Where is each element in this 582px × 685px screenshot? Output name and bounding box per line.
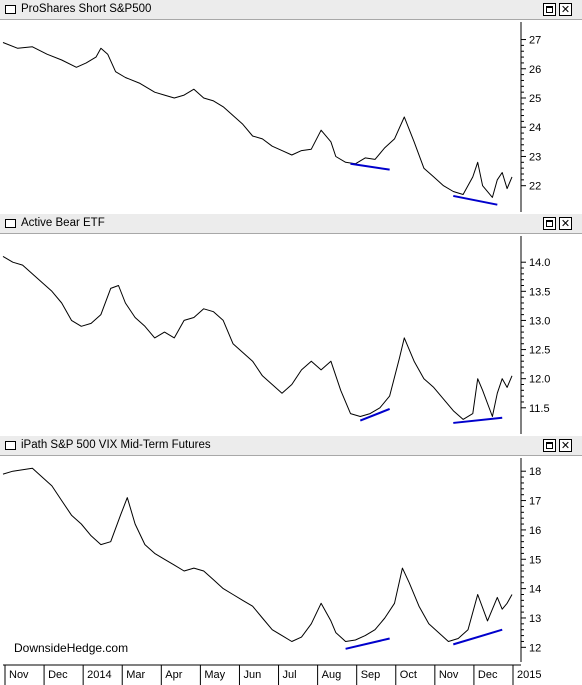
- trendline: [453, 416, 503, 424]
- y-tick-label: 16: [529, 525, 541, 537]
- panel-title-bar: iPath S&P 500 VIX Mid-Term Futures ✕: [0, 436, 582, 456]
- maximize-icon[interactable]: [543, 3, 556, 16]
- maximize-icon[interactable]: [543, 439, 556, 452]
- trendline: [359, 408, 391, 422]
- x-tick-label: Nov: [9, 669, 29, 681]
- y-tick-label: 12.5: [529, 345, 550, 357]
- y-tick-label: 25: [529, 93, 541, 105]
- panel-title-bar: Active Bear ETF ✕: [0, 214, 582, 234]
- y-tick-label: 22: [529, 181, 541, 193]
- y-tick-label: 18: [529, 466, 541, 478]
- panel-menu-icon[interactable]: [5, 441, 16, 450]
- x-tick-label: 2014: [87, 669, 112, 681]
- trendline: [452, 628, 503, 646]
- panel-title: iPath S&P 500 VIX Mid-Term Futures: [21, 439, 211, 451]
- y-tick-label: 23: [529, 151, 541, 163]
- y-tick-label: 12: [529, 642, 541, 654]
- x-tick-label: Jun: [243, 669, 262, 681]
- trendline: [350, 162, 390, 171]
- close-icon[interactable]: ✕: [559, 439, 572, 452]
- y-tick-label: 13.0: [529, 315, 550, 327]
- x-tick-label: Mar: [126, 669, 146, 681]
- y-tick-label: 27: [529, 35, 541, 47]
- x-tick-label: Aug: [321, 669, 342, 681]
- x-tick-label: Sep: [360, 669, 381, 681]
- watermark: DownsideHedge.com: [14, 641, 129, 655]
- panel-proshares: ProShares Short S&P500 ✕: [0, 0, 582, 214]
- panel-menu-icon[interactable]: [5, 5, 16, 14]
- x-tick-label: Nov: [438, 669, 459, 681]
- close-icon[interactable]: ✕: [559, 3, 572, 16]
- trendline: [453, 194, 498, 206]
- y-tick-label: 26: [529, 64, 541, 76]
- trendline: [345, 637, 390, 650]
- y-tick-label: 17: [529, 496, 541, 508]
- y-tick-label: 14: [529, 584, 541, 596]
- panel-title-bar: ProShares Short S&P500 ✕: [0, 0, 582, 20]
- price-line: [2, 42, 513, 198]
- y-tick-label: 14.0: [529, 257, 550, 269]
- panel-vix: iPath S&P 500 VIX Mid-Term Futures ✕: [0, 436, 582, 685]
- close-icon[interactable]: ✕: [559, 217, 572, 230]
- y-tick-label: 13: [529, 613, 541, 625]
- panel-title: Active Bear ETF: [21, 217, 105, 229]
- maximize-icon[interactable]: [543, 217, 556, 230]
- y-tick-label: 15: [529, 554, 541, 566]
- x-tick-label: Oct: [399, 669, 417, 681]
- price-line: [2, 255, 513, 420]
- x-tick-label: 2015: [517, 669, 542, 681]
- panel-menu-icon[interactable]: [5, 219, 16, 228]
- price-line: [2, 467, 513, 642]
- panel-active-bear: Active Bear ETF ✕: [0, 214, 582, 436]
- x-tick-label: May: [204, 669, 226, 681]
- x-tick-label: Dec: [48, 669, 68, 681]
- y-tick-label: 12.0: [529, 374, 550, 386]
- x-tick-label: Apr: [165, 669, 183, 681]
- y-tick-label: 11.5: [529, 403, 550, 415]
- y-tick-label: 24: [529, 122, 541, 134]
- x-tick-label: Dec: [477, 669, 498, 681]
- panel-title: ProShares Short S&P500: [21, 3, 152, 15]
- y-tick-label: 13.5: [529, 286, 550, 298]
- x-tick-label: Jul: [282, 669, 297, 681]
